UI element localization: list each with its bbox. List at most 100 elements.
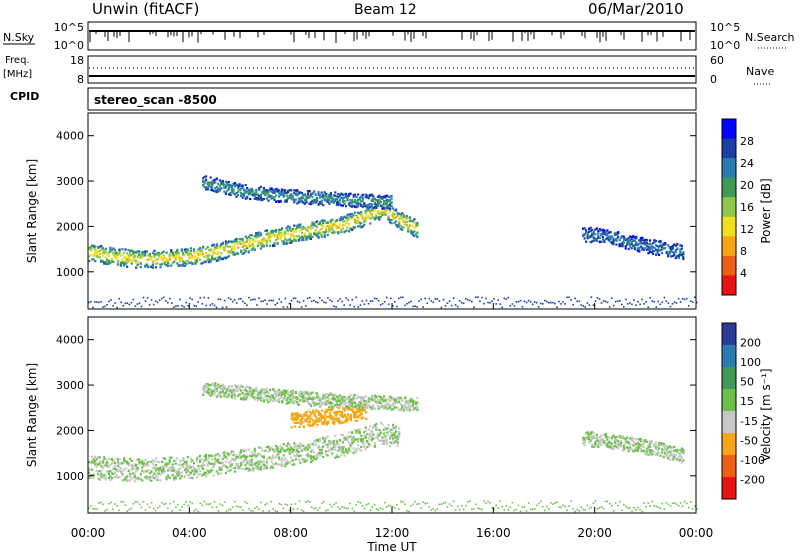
velocity-cell — [360, 440, 363, 443]
power-cell — [346, 216, 349, 219]
power-cell — [259, 247, 262, 250]
power-cell — [402, 226, 405, 229]
power-cell — [124, 255, 127, 259]
power-cell — [112, 305, 114, 307]
power-cell — [375, 206, 378, 209]
velocity-cell — [161, 469, 164, 472]
power-cell — [258, 297, 260, 299]
power-cell — [235, 302, 238, 304]
velocity-cell — [636, 447, 639, 451]
power-cell — [258, 194, 261, 198]
velocity-cell — [238, 451, 241, 454]
power-cell — [343, 199, 346, 202]
velocity-cell — [211, 467, 214, 470]
power-cell — [598, 298, 601, 300]
velocity-cell — [349, 415, 353, 419]
power-cell — [385, 211, 389, 214]
power-cell — [592, 236, 595, 240]
velocity-cell — [311, 459, 314, 462]
velocity-cell — [658, 443, 661, 446]
power-cell — [238, 237, 241, 241]
power-cell — [231, 300, 234, 303]
power-cell — [317, 232, 320, 235]
power-cell — [306, 297, 309, 300]
velocity-cell — [318, 412, 321, 415]
velocity-cell — [333, 503, 335, 506]
velocity-cell — [661, 451, 664, 454]
velocity-cell — [310, 417, 313, 420]
velocity-cell — [656, 449, 659, 452]
power-cell — [670, 255, 673, 258]
velocity-cell — [600, 438, 603, 441]
power-cell — [588, 304, 591, 306]
power-cell — [382, 202, 386, 205]
power-cell — [398, 225, 401, 228]
power-cell — [497, 299, 499, 301]
power-cell — [229, 245, 232, 248]
velocity-cell — [173, 469, 176, 472]
power-cell — [366, 216, 369, 219]
power-cell — [655, 248, 658, 251]
power-cell — [205, 254, 208, 258]
power-cell — [233, 247, 237, 250]
power-cell — [320, 235, 323, 238]
velocity-cell — [664, 444, 667, 447]
power-cell — [376, 200, 379, 203]
power-cell — [598, 229, 601, 232]
power-cell — [267, 233, 270, 236]
power-cell — [104, 305, 106, 308]
velocity-cell — [154, 474, 158, 477]
power-cell — [123, 261, 126, 264]
power-cell — [218, 179, 221, 182]
power-cell — [613, 238, 617, 242]
power-cell — [525, 301, 528, 304]
velocity-cell — [665, 450, 668, 453]
power-cell — [237, 246, 240, 249]
velocity-cell — [306, 394, 310, 397]
power-cell — [244, 244, 247, 248]
velocity-cell — [233, 390, 237, 393]
velocity-cell — [627, 447, 630, 450]
velocity-cell — [320, 448, 323, 452]
power-cell — [253, 248, 256, 251]
power-cell — [444, 305, 447, 307]
velocity-cell — [325, 397, 328, 400]
velocity-cell — [621, 435, 624, 438]
velocity-cell — [157, 467, 161, 470]
velocity-cell — [627, 450, 630, 453]
power-cell — [98, 249, 101, 252]
velocity-cell — [182, 466, 185, 469]
power-cell — [360, 215, 363, 218]
power-cell — [320, 224, 323, 227]
power-cell — [645, 245, 648, 248]
velocity-cell — [328, 450, 331, 453]
velocity-cell — [246, 502, 248, 504]
power-cell — [653, 249, 656, 253]
power-cell — [279, 235, 282, 238]
power-cell — [218, 184, 221, 187]
power-cell — [115, 251, 118, 254]
power-cell — [341, 200, 344, 203]
power-cell — [401, 226, 404, 229]
velocity-cell — [364, 448, 367, 451]
velocity-cell — [324, 420, 327, 423]
velocity-cell — [221, 387, 224, 390]
power-cell — [224, 242, 227, 245]
power-cell — [262, 186, 265, 190]
velocity-cell — [361, 398, 364, 401]
power-cell — [183, 306, 185, 308]
velocity-cell — [639, 438, 642, 441]
power-cell — [177, 252, 180, 255]
velocity-cell — [265, 466, 268, 470]
velocity-cell — [237, 465, 240, 468]
power-cell — [675, 302, 678, 304]
velocity-cell — [200, 464, 203, 467]
power-cell — [361, 200, 364, 203]
power-cell — [206, 183, 209, 186]
velocity-cell — [335, 403, 338, 406]
velocity-cell — [91, 468, 94, 471]
power-cell — [247, 193, 250, 196]
velocity-cell — [173, 467, 176, 470]
power-cell — [418, 300, 420, 302]
velocity-cell — [235, 456, 238, 459]
